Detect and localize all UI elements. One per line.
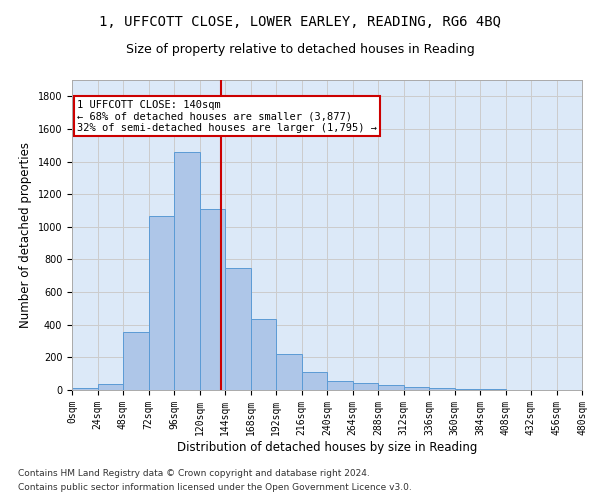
Bar <box>480 389 505 390</box>
Bar <box>455 389 480 390</box>
X-axis label: Distribution of detached houses by size in Reading: Distribution of detached houses by size … <box>177 440 477 454</box>
Bar <box>353 382 378 390</box>
Bar <box>97 384 123 390</box>
Bar <box>404 386 429 390</box>
Text: Size of property relative to detached houses in Reading: Size of property relative to detached ho… <box>125 42 475 56</box>
Bar <box>429 388 455 390</box>
Text: Contains public sector information licensed under the Open Government Licence v3: Contains public sector information licen… <box>18 484 412 492</box>
Text: 1, UFFCOTT CLOSE, LOWER EARLEY, READING, RG6 4BQ: 1, UFFCOTT CLOSE, LOWER EARLEY, READING,… <box>99 15 501 29</box>
Bar <box>72 388 97 390</box>
Bar <box>225 268 251 390</box>
Bar <box>123 332 149 390</box>
Bar <box>302 372 327 390</box>
Bar <box>327 381 353 390</box>
Bar <box>199 209 225 390</box>
Bar <box>251 319 276 390</box>
Y-axis label: Number of detached properties: Number of detached properties <box>19 142 32 328</box>
Bar <box>378 385 404 390</box>
Text: 1 UFFCOTT CLOSE: 140sqm
← 68% of detached houses are smaller (3,877)
32% of semi: 1 UFFCOTT CLOSE: 140sqm ← 68% of detache… <box>77 100 377 133</box>
Bar <box>174 152 199 390</box>
Bar <box>276 354 302 390</box>
Text: Contains HM Land Registry data © Crown copyright and database right 2024.: Contains HM Land Registry data © Crown c… <box>18 468 370 477</box>
Bar <box>149 216 174 390</box>
